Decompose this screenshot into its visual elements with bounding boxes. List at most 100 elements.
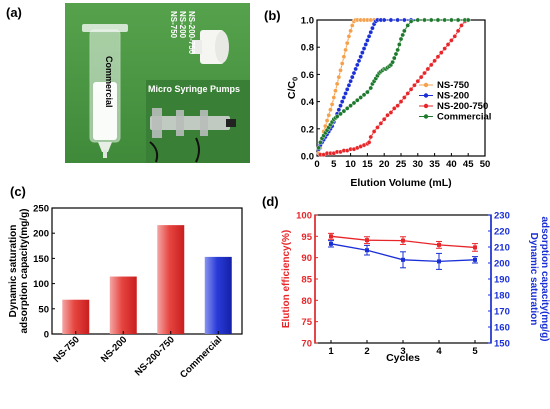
- chart-b-point: [334, 114, 340, 119]
- chart-b-point: [353, 66, 358, 72]
- chart-b-point: [366, 140, 372, 145]
- chart-d-left-tick-label: 90: [301, 253, 312, 264]
- chart-b-legend-marker: [423, 93, 429, 98]
- chart-c-category-label: NS-750: [51, 334, 82, 365]
- chart-d-point: [365, 248, 369, 253]
- chart-d-ylabel-right-line2: adsorption capacity(mg/g): [539, 216, 550, 341]
- chart-b-point: [339, 99, 345, 104]
- chart-b-point: [365, 38, 370, 43]
- chart-b-ytick-label: 0.2: [301, 124, 314, 135]
- chart-b-point: [408, 87, 414, 92]
- chart-b-point: [432, 58, 437, 64]
- chart-b-point: [402, 17, 407, 23]
- chart-b-xtick-label: 0: [314, 159, 319, 170]
- chart-b-ytick-label: 0.8: [301, 43, 314, 54]
- chart-d-frame: [314, 214, 492, 344]
- panel-label-d: (d): [262, 194, 279, 209]
- cycling-chart: 1 2 3 4 5 70 75 80 85 90 95 100 150 160 170 180 190 200…: [281, 211, 550, 365]
- chart-d-point: [401, 257, 405, 262]
- chart-b-point: [336, 107, 342, 113]
- chart-b-point: [355, 62, 360, 68]
- chart-b-point: [370, 25, 375, 31]
- chart-b-point: [361, 92, 367, 98]
- chart-d-x-ticks: 1 2 3 4 5: [328, 340, 478, 357]
- chart-c-ytick-label: 50: [38, 304, 49, 315]
- chart-b-xtick-label: 40: [446, 159, 457, 170]
- chart-b-point: [435, 17, 441, 23]
- chart-b-point: [328, 107, 333, 113]
- chart-b-point: [366, 34, 372, 39]
- chart-d-right-tick-label: 200: [494, 259, 510, 270]
- chart-b-legend-label: NS-200-750: [437, 101, 488, 112]
- chart-c-ytick-label: 150: [33, 254, 49, 265]
- chart-c-category-label: NS-200-750: [133, 334, 177, 378]
- chart-d-xtick-label: 3: [400, 346, 405, 357]
- chart-d-left-tick-label: 85: [301, 275, 312, 286]
- chart-b-point: [408, 19, 414, 24]
- chart-d-right-tick-label: 150: [494, 339, 510, 350]
- chart-d-series-1: [328, 240, 478, 270]
- chart-d-xtick-label: 5: [472, 346, 478, 357]
- chart-b-point: [349, 23, 355, 28]
- chart-b-xtick-label: 35: [429, 159, 440, 170]
- chart-b-xtick-label: 10: [345, 159, 356, 170]
- chart-b-point: [334, 81, 340, 87]
- chart-d-xlabel: Cycles: [386, 352, 420, 364]
- chart-d-point: [437, 259, 441, 264]
- chart-d-left-tick-label: 95: [301, 232, 312, 243]
- chart-b-point: [455, 17, 461, 23]
- chart-d-xtick-label: 1: [328, 346, 334, 357]
- chart-b-point: [381, 17, 387, 23]
- chart-c-category-labels: NS-750 NS-200 NS-200-750 Commercial: [51, 331, 224, 381]
- chart-b-point: [465, 17, 471, 23]
- photo-panel: Commercial NS-750 NS-200 NS-200-750 Micr…: [65, 3, 250, 163]
- chart-b-legend-marker: [423, 103, 429, 109]
- chart-c-bars: [62, 225, 232, 334]
- chart-b-point: [351, 70, 357, 76]
- panel-label-a: (a): [6, 5, 22, 20]
- chart-b-point: [346, 82, 352, 88]
- chart-b-point: [368, 85, 374, 91]
- chart-c-ylabel-line1: Dynamic saturation: [8, 225, 19, 318]
- chart-b-point: [341, 54, 347, 60]
- chart-c-category-label: Commercial: [178, 334, 224, 380]
- chart-b-point: [333, 88, 338, 94]
- panel-label-b: (b): [264, 8, 281, 23]
- chart-b-point: [391, 55, 397, 61]
- syringe-image: [82, 24, 128, 158]
- chart-b-xtick-label: 50: [480, 159, 491, 170]
- chart-d-left-ticks: 70 75 80 85 90 95 100: [296, 211, 318, 350]
- chart-b-ytick-label: 1.0: [301, 16, 314, 27]
- chart-b-point: [368, 134, 374, 140]
- chart-b-point: [339, 61, 345, 66]
- chart-b-series-3: [316, 17, 471, 151]
- chart-b-point: [435, 54, 441, 60]
- chart-b-ytick-label: 0.4: [301, 97, 315, 108]
- chart-b-point: [318, 140, 323, 145]
- chart-b-xlabel: Elution Volume (mL): [350, 177, 451, 189]
- chart-c-ytick-label: 0: [44, 330, 49, 341]
- chart-b-point: [324, 118, 330, 123]
- chart-b-legend-marker: [423, 82, 429, 88]
- chart-d-xtick-label: 2: [364, 346, 369, 357]
- chart-c-ytick-label: 250: [33, 204, 49, 215]
- chart-b-point: [343, 47, 348, 53]
- chart-b-point: [452, 34, 458, 39]
- chart-b-point: [343, 91, 348, 96]
- chart-d-ylabel-right-line1: Dynamic saturation: [528, 233, 539, 326]
- chart-c-frame: [51, 207, 243, 335]
- chart-b-point: [336, 74, 342, 80]
- cartridge-image: [192, 30, 229, 64]
- chart-b-point: [348, 103, 353, 108]
- chart-b-point: [329, 102, 335, 107]
- chart-b-xtick-label: 30: [413, 159, 424, 170]
- chart-b-point: [356, 58, 362, 64]
- chart-d-point: [473, 245, 477, 250]
- chart-b-point: [360, 50, 365, 55]
- chart-b-point: [326, 112, 332, 118]
- chart-b-point: [415, 78, 421, 84]
- chart-b-point: [442, 46, 447, 51]
- chart-c-ytick-label: 200: [33, 229, 49, 240]
- chart-b-point: [459, 23, 464, 28]
- chart-c-category-label: NS-200: [99, 334, 130, 365]
